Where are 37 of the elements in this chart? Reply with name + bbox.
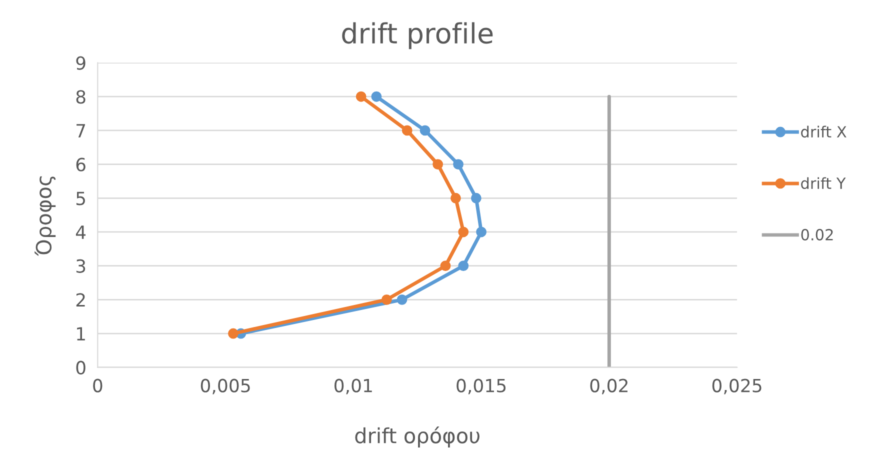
y-tick-label: 2 (76, 293, 85, 307)
x-tick-label: 0,01 (334, 378, 372, 394)
point (356, 91, 366, 102)
point (381, 294, 392, 305)
point (450, 192, 461, 204)
legend-label: 0.02 (801, 228, 833, 240)
point (440, 260, 451, 272)
y-tick-label: 1 (77, 327, 85, 340)
x-axis-title: drift ορόφου (355, 426, 480, 448)
legend-label: drift X (801, 126, 846, 138)
y-axis-title: Όροφος (34, 176, 56, 256)
point (420, 125, 430, 136)
point (470, 192, 482, 204)
x-tick-label: 0,005 (200, 378, 250, 394)
chart-title: drift profile (342, 22, 493, 50)
y-tick-label: 3 (76, 259, 86, 273)
y-tick-label: 9 (76, 56, 86, 70)
x-tick-label: 0,02 (590, 378, 628, 394)
y-tick-label: 7 (76, 124, 86, 138)
y-tick-label: 5 (76, 192, 85, 206)
y-tick-label: 8 (76, 90, 86, 104)
x-tick-label: 0,025 (712, 378, 762, 394)
point (458, 260, 469, 272)
y-tick-label: 4 (76, 226, 86, 239)
y-tick-label: 6 (76, 158, 86, 172)
point (453, 159, 464, 170)
y-tick-label: 0 (76, 360, 86, 374)
point (371, 91, 382, 102)
point (432, 159, 444, 170)
x-tick-label: 0,015 (456, 378, 506, 394)
x-tick-label: 0 (93, 378, 102, 392)
legend-label: drift Y (801, 177, 846, 190)
point (402, 125, 412, 136)
point (458, 226, 469, 238)
point (228, 328, 238, 339)
point (476, 226, 487, 238)
point (396, 294, 408, 305)
